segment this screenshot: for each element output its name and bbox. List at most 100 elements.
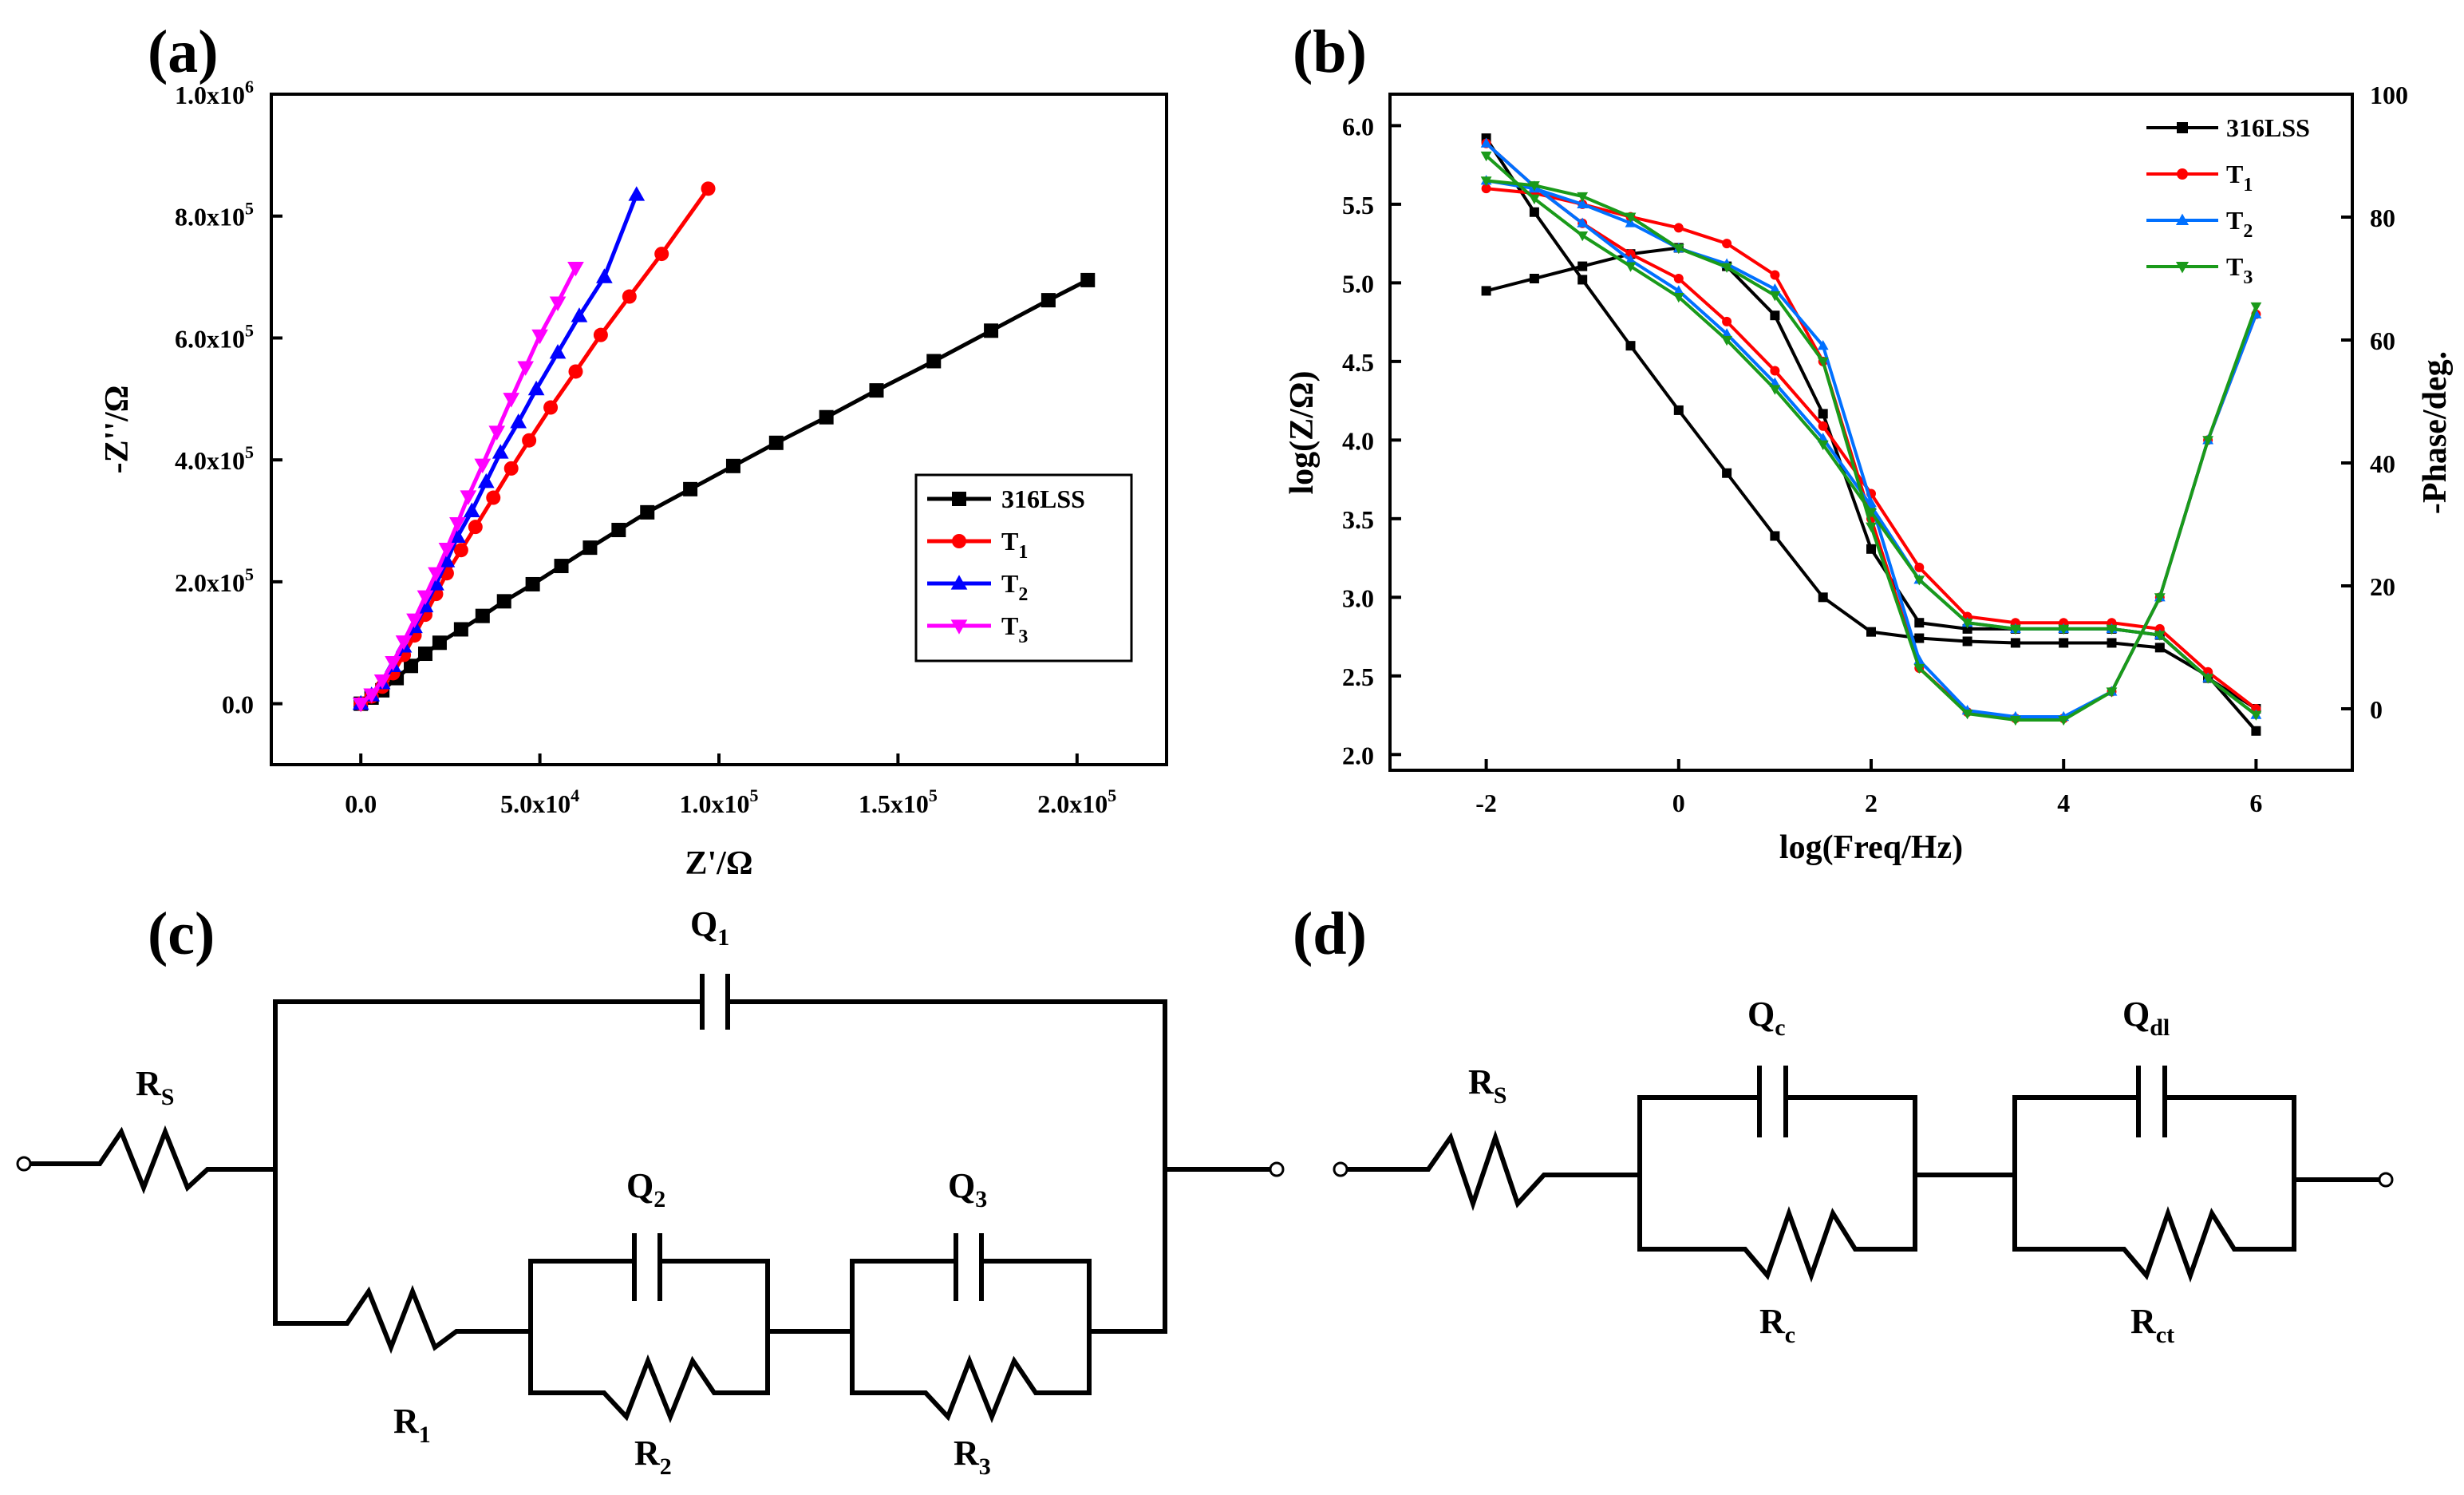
legend-a-T1-marker	[952, 534, 966, 548]
label-r3: R3	[954, 1434, 991, 1480]
legend-a-316LSS-label: 316LSS	[1001, 484, 1085, 513]
chart-a-xtick-label: 2.0x105	[1037, 785, 1116, 818]
series-316LSS-point	[869, 383, 884, 398]
chart-b: (b) -2 0 2 4 6 2.0 2.5 3.0 3.5 4.0 4.5 5.0 5.5 6.0 0 20…	[1284, 18, 2454, 866]
series-T1-point	[622, 289, 637, 304]
circuit-d: (d) RS Qc Rc Qdl Rct	[1293, 900, 2394, 1348]
series-316LSS-point	[582, 540, 598, 556]
series-T3-logz-point	[1769, 291, 1781, 302]
series-T3-point	[417, 590, 434, 606]
series-T2-point	[510, 413, 527, 429]
series-T3-phase-point	[1529, 194, 1540, 205]
series-T3-point	[488, 425, 506, 441]
series-T2-logz-point	[1577, 198, 1589, 208]
label-rs-c: RS	[136, 1064, 174, 1110]
series-T3-logz-point	[2010, 715, 2021, 726]
series-T3-point	[449, 516, 466, 532]
series-T3-point	[395, 635, 413, 651]
chart-b-ytick-label: 3.0	[1342, 583, 1374, 612]
terminal-left-c	[16, 1156, 32, 1172]
legend-b-T1-label: T1	[2226, 160, 2253, 196]
chart-a-xlabel: Z'/Ω	[685, 845, 753, 882]
series-T3-logz-point	[2106, 687, 2118, 698]
chart-a-xtick-label: 0.0	[345, 789, 377, 818]
wire-c-input	[30, 1125, 275, 1195]
series-316LSS-logz-point	[2154, 643, 2165, 653]
series-T1-point	[701, 181, 716, 196]
series-T3-phase-point	[1480, 151, 1492, 162]
series-T3-phase-point	[1672, 293, 1684, 303]
series-T3-phase-point	[2202, 674, 2213, 684]
chart-b-ytick-label: 2.5	[1342, 662, 1374, 691]
series-316LSS-logz-point	[1673, 405, 1684, 415]
series-T3-point	[373, 674, 391, 690]
series-316LSS-phase-point	[1818, 409, 1828, 419]
series-T3-point	[474, 458, 492, 474]
series-T3-logz-point	[1866, 522, 1877, 532]
series-316LSS-logz-point	[1914, 633, 1925, 643]
chart-a-ytick-label: 8.0x105	[175, 199, 254, 231]
label-q1: Q1	[690, 904, 729, 951]
label-q2: Q2	[626, 1166, 665, 1212]
wire-c-q3-branch	[850, 1259, 956, 1331]
series-T1-logz-point	[1673, 223, 1684, 233]
series-T3-logz-point	[1480, 176, 1492, 187]
series-T3-point	[352, 697, 369, 713]
series-T1-logz-point	[1770, 270, 1780, 280]
chart-a: (a) 0.0 5.0x104 1.0x105 1.5x105 2.0x105 0.0 2.…	[99, 18, 1168, 882]
series-T3-logz-point	[1817, 357, 1829, 368]
label-q3: Q3	[948, 1166, 987, 1212]
series-316LSS-phase-line	[1486, 246, 2257, 710]
series-T2-point	[549, 343, 567, 359]
series-T1-point	[568, 364, 583, 379]
series-T3-phase-point	[1625, 262, 1637, 272]
chart-b-y2tick-label: 100	[2370, 81, 2408, 109]
chart-a-ytick-label: 0.0	[222, 690, 254, 719]
series-316LSS-point	[926, 354, 942, 369]
series-T1-point	[543, 400, 559, 415]
series-T3-point	[549, 296, 567, 311]
series-T3-point	[531, 329, 548, 345]
series-T3-phase-point	[1577, 231, 1589, 242]
series-316LSS-point	[819, 409, 834, 425]
label-qdl: Qdl	[2122, 995, 2170, 1041]
circuit-c: (c) RS Q1 R1 Q2 R2 Q3 R3	[16, 900, 1285, 1480]
wire-d-qdl-branch	[2012, 1095, 2138, 1175]
series-T2-phase-point	[1672, 285, 1684, 295]
chart-b-ytick-label: 4.5	[1342, 348, 1374, 377]
label-qc: Qc	[1747, 995, 1786, 1041]
chart-b-y2tick-label: 0	[2370, 695, 2383, 724]
series-316LSS-logz-point	[1962, 636, 1972, 647]
chart-b-y2tick-label: 80	[2370, 204, 2395, 232]
series-T2-point	[438, 552, 456, 568]
series-T3-point	[460, 490, 477, 505]
series-T1-logz-point	[1481, 184, 1491, 194]
series-316LSS-logz-point	[2251, 726, 2261, 736]
chart-b-ytick-label: 3.5	[1342, 505, 1374, 534]
series-316LSS-logz-line	[1484, 137, 2257, 733]
panel-label-a: (a)	[148, 18, 219, 85]
terminal-right-d	[2378, 1172, 2394, 1188]
series-T3-phase-point	[2058, 624, 2070, 635]
terminal-right-c	[1269, 1161, 1285, 1177]
legend-a-T2-label: T2	[1001, 569, 1028, 605]
series-T3-logz-point	[1529, 181, 1540, 192]
chart-a-xtick-label: 5.0x104	[500, 785, 579, 818]
series-316LSS-phase-point	[1770, 310, 1780, 321]
series-T1-logz-line	[1486, 187, 2258, 720]
series-T1-phase-point	[1818, 421, 1828, 431]
series-T3-point	[363, 688, 381, 703]
label-r1: R1	[393, 1402, 431, 1448]
series-T1-phase-point	[1770, 366, 1780, 376]
legend-a-T3-marker	[950, 619, 968, 635]
series-T3-phase-point	[1961, 619, 1973, 629]
series-T1-phase-point	[1722, 316, 1732, 326]
chart-b-legend: 316LSS T1 T2 T3	[2146, 113, 2310, 288]
chart-a-ytick-label: 6.0x105	[175, 320, 254, 353]
terminal-left-d	[1333, 1161, 1348, 1177]
series-T3-logz-point	[1721, 263, 1732, 273]
series-316LSS-point	[611, 523, 626, 537]
series-316LSS-logz-point	[1818, 592, 1828, 603]
label-rc: Rc	[1759, 1302, 1795, 1348]
series-T2-point	[571, 307, 588, 322]
